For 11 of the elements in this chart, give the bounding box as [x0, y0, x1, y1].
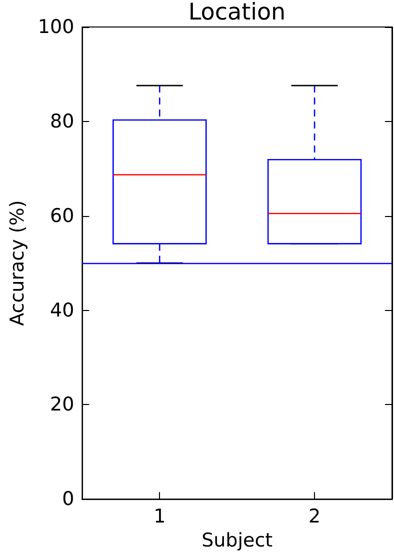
y-tick-label: 20: [50, 394, 74, 416]
y-axis-title: Accuracy (%): [6, 200, 28, 326]
y-tick-label: 40: [50, 299, 74, 322]
chart-title: Location: [188, 0, 286, 26]
y-tick-label: 60: [50, 204, 74, 227]
x-tick-label: 2: [308, 506, 321, 528]
y-tick-label: 100: [38, 16, 74, 38]
x-axis-title: Subject: [202, 530, 273, 552]
x-tick-label: 1: [154, 506, 166, 528]
y-tick-label: 0: [62, 488, 74, 510]
y-tick-label: 80: [50, 110, 74, 132]
